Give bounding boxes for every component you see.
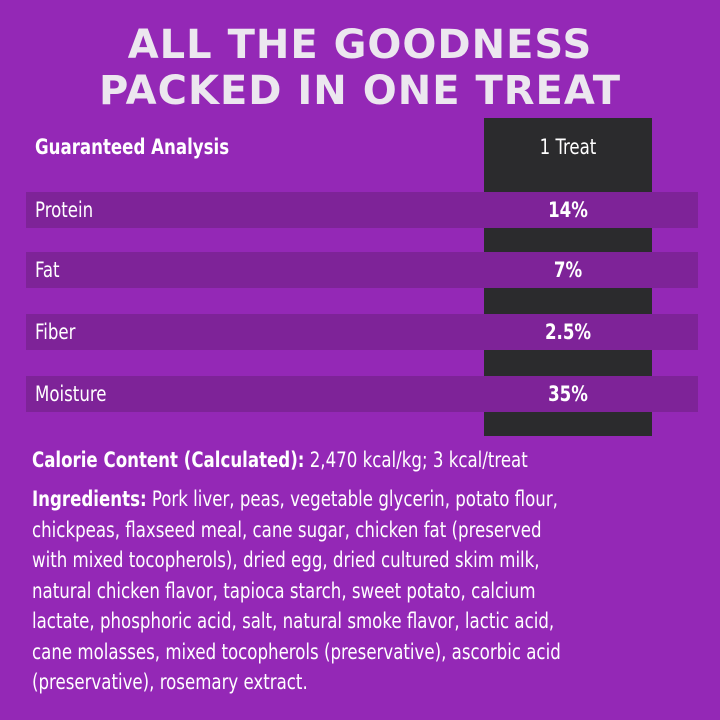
- headline-line-2: PACKED IN ONE TREAT: [99, 68, 621, 114]
- table-header-value: 1 Treat: [539, 135, 597, 159]
- row-label-moisture: Moisture: [35, 382, 107, 406]
- ingredients-line: Ingredients: Pork liver, peas, vegetable…: [32, 484, 679, 515]
- ingredients-line: chickpeas, flaxseed meal, cane sugar, ch…: [32, 517, 542, 542]
- calorie-value: 2,470 kcal/kg; 3 kcal/treat: [309, 448, 528, 472]
- ingredients-line: natural chicken flavor, tapioca starch, …: [32, 578, 536, 603]
- ingredients-line: (preservative), rosemary extract.: [32, 670, 308, 694]
- table-row: Fat 7%: [26, 252, 698, 288]
- row-label-fiber: Fiber: [35, 320, 76, 344]
- ingredients-line: lactate, phosphoric acid, salt, natural …: [32, 609, 555, 633]
- table-row: Protein 14%: [26, 192, 698, 228]
- ingredients-block: Ingredients: Pork liver, peas, vegetable…: [32, 484, 679, 698]
- ingredients-text: Pork liver, peas, vegetable glycerin, po…: [151, 487, 558, 511]
- table-header-label: Guaranteed Analysis: [35, 135, 230, 159]
- row-value-fiber: 2.5%: [544, 320, 592, 344]
- headline-line-1: ALL THE GOODNESS: [127, 22, 593, 68]
- table-header-row: Guaranteed Analysis 1 Treat: [26, 129, 698, 165]
- row-value-fat: 7%: [553, 258, 583, 282]
- row-label-fat: Fat: [35, 258, 60, 282]
- table-row: Moisture 35%: [26, 376, 698, 412]
- row-value-moisture: 35%: [548, 382, 588, 406]
- calorie-content: Calorie Content (Calculated): 2,470 kcal…: [32, 443, 648, 477]
- headline: ALL THE GOODNESS PACKED IN ONE TREAT: [0, 22, 720, 114]
- ingredients-line: cane molasses, mixed tocopherols (preser…: [32, 639, 561, 664]
- ingredients-line: with mixed tocopherols), dried egg, drie…: [32, 548, 540, 572]
- ingredients-label: Ingredients:: [32, 487, 147, 511]
- table-row: Fiber 2.5%: [26, 314, 698, 350]
- row-value-protein: 14%: [548, 198, 588, 222]
- row-label-protein: Protein: [35, 198, 94, 222]
- guaranteed-analysis-table: Guaranteed Analysis 1 Treat Protein 14% …: [26, 118, 698, 436]
- calorie-label: Calorie Content (Calculated):: [32, 448, 305, 472]
